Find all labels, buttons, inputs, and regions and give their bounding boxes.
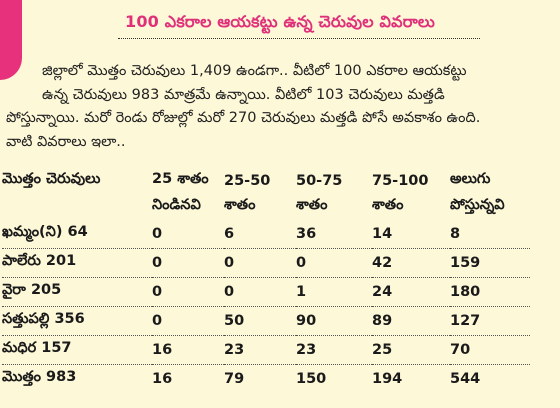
cell-25-50: 79 <box>224 371 245 387</box>
intro-line-4: వాటి వివరాలు ఇలా.. <box>6 133 126 150</box>
header-25-50: 25-50 <box>224 173 271 189</box>
header-50-75: 50-75 <box>296 173 343 189</box>
row-label: ఖమ్మం(ని) 64 <box>2 220 152 249</box>
cell-75-100: 194 <box>372 371 403 387</box>
cell-50-75: 36 <box>296 220 372 249</box>
header-overflow: అలుగు <box>450 171 491 187</box>
cell-25-50: 6 <box>224 220 296 249</box>
cell-overflow: 159 <box>450 248 530 278</box>
table-row: ఖమ్మం(ని) 64 0 6 36 14 8 <box>2 220 530 249</box>
cell-50-75: 23 <box>296 335 372 365</box>
cell-25pct: 0 <box>152 220 224 249</box>
title-underline <box>118 38 480 39</box>
cell-25pct: 16 <box>152 335 224 365</box>
header-50-75-sub: శాతం <box>296 197 328 213</box>
header-total-tanks: మొత్తం చెరువులు <box>2 171 101 187</box>
header-75-100: 75-100 <box>372 173 429 189</box>
article-title: 100 ఎకరాల ఆయకట్టు ఉన్న చెరువుల వివరాలు <box>125 12 435 31</box>
tanks-table: మొత్తం చెరువులు 25 శాతం 25-50 50-75 75-1… <box>2 168 530 393</box>
row-label: మధిర 157 <box>2 335 152 365</box>
header-25-50-sub: శాతం <box>224 197 256 213</box>
cell-overflow: 8 <box>450 220 530 249</box>
table-header-row-2: నిండినవి శాతం శాతం శాతం పోస్తున్నవి <box>2 194 530 220</box>
cell-75-100: 25 <box>372 335 450 365</box>
table-row: పాలేరు 201 0 0 0 42 159 <box>2 248 530 278</box>
cell-25pct: 0 <box>152 306 224 336</box>
cell-overflow: 544 <box>450 371 481 387</box>
header-total-tanks-sub <box>2 194 152 220</box>
table-row: సత్తుపల్లి 356 0 50 90 89 127 <box>2 306 530 336</box>
header-25pct-sub: నిండినవి <box>152 197 201 213</box>
row-label: మొత్తం 983 <box>2 369 77 385</box>
cell-50-75: 90 <box>296 306 372 336</box>
cell-25-50: 23 <box>224 335 296 365</box>
header-75-100-sub: శాతం <box>372 197 404 213</box>
row-label: సత్తుపల్లి 356 <box>2 306 152 336</box>
cell-25-50: 50 <box>224 306 296 336</box>
table-header-row-1: మొత్తం చెరువులు 25 శాతం 25-50 50-75 75-1… <box>2 168 530 194</box>
cell-50-75: 150 <box>296 371 327 387</box>
cell-25pct: 16 <box>152 371 173 387</box>
header-25pct: 25 శాతం <box>152 171 209 187</box>
row-label: వైరా 205 <box>2 277 152 307</box>
accent-bar <box>0 0 22 80</box>
cell-75-100: 24 <box>372 277 450 307</box>
cell-50-75: 1 <box>296 277 372 307</box>
cell-25-50: 0 <box>224 277 296 307</box>
intro-paragraph: జిల్లాలో మొత్తం చెరువులు 1,409 ఉండగా.. వ… <box>6 60 554 154</box>
cell-75-100: 14 <box>372 220 450 249</box>
cell-25pct: 0 <box>152 248 224 278</box>
cell-75-100: 89 <box>372 306 450 336</box>
cell-overflow: 70 <box>450 335 530 365</box>
table-row: మధిర 157 16 23 23 25 70 <box>2 335 530 365</box>
intro-line-3: పోస్తున్నాయి. మరో రెండు రోజుల్లో మరో 270… <box>6 110 481 126</box>
table-row: వైరా 205 0 0 1 24 180 <box>2 277 530 307</box>
cell-overflow: 127 <box>450 306 530 336</box>
cell-50-75: 0 <box>296 248 372 278</box>
cell-75-100: 42 <box>372 248 450 278</box>
cell-25-50: 0 <box>224 248 296 278</box>
row-label: పాలేరు 201 <box>2 248 152 278</box>
cell-25pct: 0 <box>152 277 224 307</box>
intro-line-2: ఉన్న చెరువులు 983 మాత్రమే ఉన్నాయి. వీటిల… <box>42 86 445 103</box>
intro-line-1: జిల్లాలో మొత్తం చెరువులు 1,409 ఉండగా.. వ… <box>42 63 467 79</box>
table-row-total: మొత్తం 983 16 79 150 194 544 <box>2 365 530 394</box>
cell-overflow: 180 <box>450 277 530 307</box>
header-overflow-sub: పోస్తున్నవి <box>450 197 505 213</box>
